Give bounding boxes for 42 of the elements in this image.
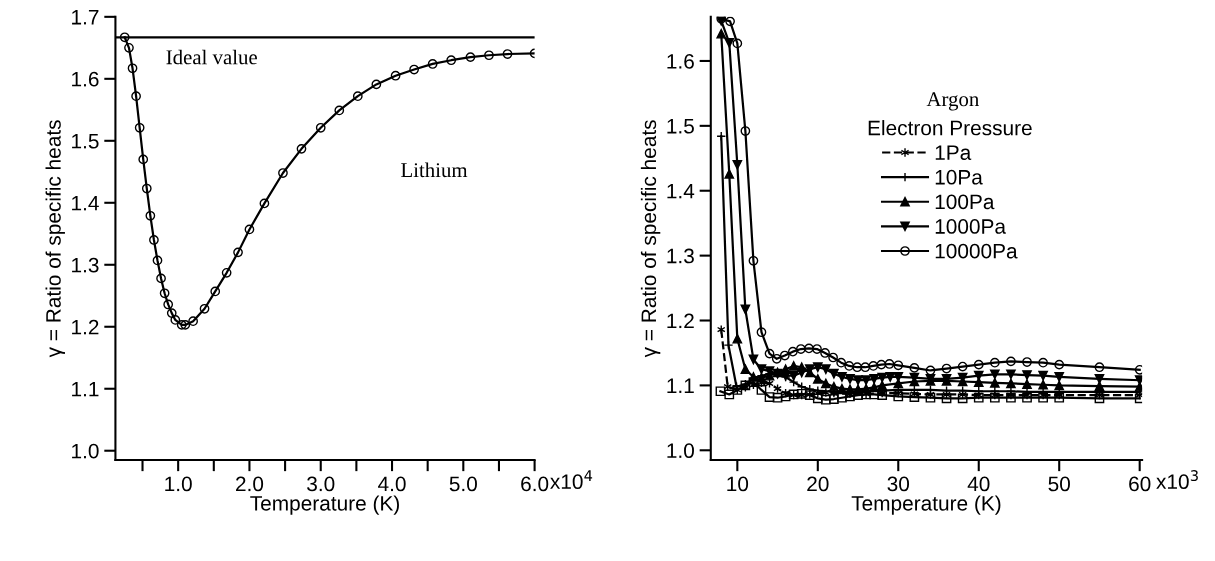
x-tick-label: 30 <box>887 476 910 492</box>
y-tick-label: 1.6 <box>667 53 694 69</box>
text: x10$^{4}$ <box>550 470 593 490</box>
y-tick-label: 1.0 <box>667 443 694 459</box>
x-tick-label: 5.0 <box>449 476 477 492</box>
x-tick-label: 40 <box>967 476 990 492</box>
x-tick-label: 10 <box>727 476 749 492</box>
annotation: Argon <box>926 92 979 111</box>
x-axis-title: Temperature (K) <box>250 495 399 515</box>
text: x10$^{3}$ <box>1156 470 1198 490</box>
y-tick-label: 1.3 <box>667 248 694 264</box>
y-tick-label: 1.0 <box>72 443 99 459</box>
x-tick-label: 4.0 <box>378 476 406 492</box>
legend-label: 10Pa <box>935 169 983 185</box>
y-tick-label: 1.1 <box>72 381 99 397</box>
legend-title: Electron Pressure <box>868 120 1032 136</box>
y-axis-title: γ = Ratio of specific heats <box>640 120 661 358</box>
x-tick-label: 1.0 <box>165 476 192 492</box>
legend-label: 1Pa <box>935 145 972 160</box>
x-tick-label: 2.0 <box>236 476 264 492</box>
x-axis-title: Temperature (K) <box>851 495 1001 515</box>
x-tick-label: 3.0 <box>307 476 335 492</box>
x-tick-label: 50 <box>1048 476 1070 492</box>
y-tick-label: 1.5 <box>667 119 694 134</box>
ref-line-label: Ideal value <box>166 49 257 65</box>
annotation: Lithium <box>401 162 468 178</box>
y-tick-label: 1.7 <box>72 10 99 25</box>
y-tick-label: 1.3 <box>72 257 99 273</box>
y-tick-label: 1.5 <box>72 134 99 149</box>
y-tick-label: 1.4 <box>667 183 695 199</box>
x-tick-label: 6.0 <box>521 476 549 492</box>
y-tick-label: 1.6 <box>72 71 99 87</box>
y-axis-title: γ = Ratio of specific heats <box>45 120 65 358</box>
y-tick-label: 1.2 <box>667 313 694 329</box>
y-tick-label: 1.4 <box>72 196 99 211</box>
x-tick-label: 20 <box>807 476 829 492</box>
x-tick-label: 60 <box>1129 476 1151 492</box>
y-tick-label: 1.2 <box>72 319 99 335</box>
legend-label: 1000Pa <box>935 219 1006 234</box>
legend-label: 100Pa <box>935 194 995 210</box>
y-tick-label: 1.1 <box>667 378 694 393</box>
legend-label: 10000Pa <box>935 243 1018 259</box>
